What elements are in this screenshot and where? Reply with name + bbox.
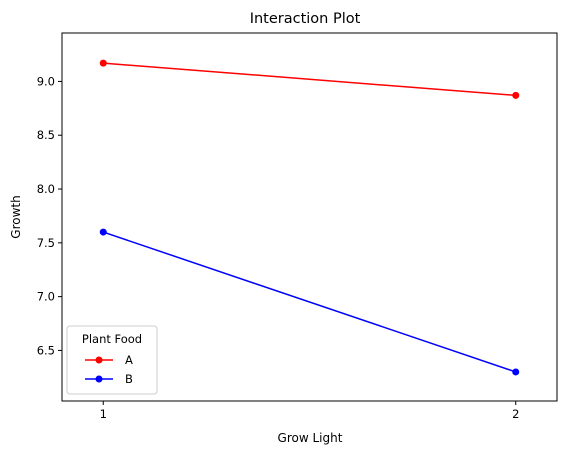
legend-marker-a [95,356,103,364]
y-tick-label: 8.5 [37,128,55,142]
y-axis: 6.5 7.0 7.5 8.0 8.5 9.0 [37,74,62,357]
y-tick-label: 8.0 [37,182,55,196]
x-axis-label: Grow Light [278,431,343,445]
y-tick-label: 9.0 [37,74,55,88]
y-tick-label: 7.0 [37,290,55,304]
data-point-a [99,59,107,67]
legend-marker-b [95,375,103,383]
series-layer [99,59,520,376]
series-line-b [103,231,516,373]
chart-title: Interaction Plot [250,11,361,27]
legend-entries: AB [85,353,133,386]
y-tick-label: 6.5 [37,343,55,357]
y-tick-label: 7.5 [37,236,55,250]
legend-label-b: B [125,372,133,386]
x-tick-label: 1 [100,407,107,421]
y-axis-label: Growth [9,195,23,238]
x-tick-label: 2 [512,407,519,421]
data-point-b [512,368,520,376]
data-point-a [512,91,520,99]
legend-title: Plant Food [82,332,142,346]
series-line-a [103,62,516,97]
legend-label-a: A [125,353,133,367]
data-point-b [99,228,107,236]
plot-area [61,32,558,402]
legend: Plant Food AB [66,325,158,395]
